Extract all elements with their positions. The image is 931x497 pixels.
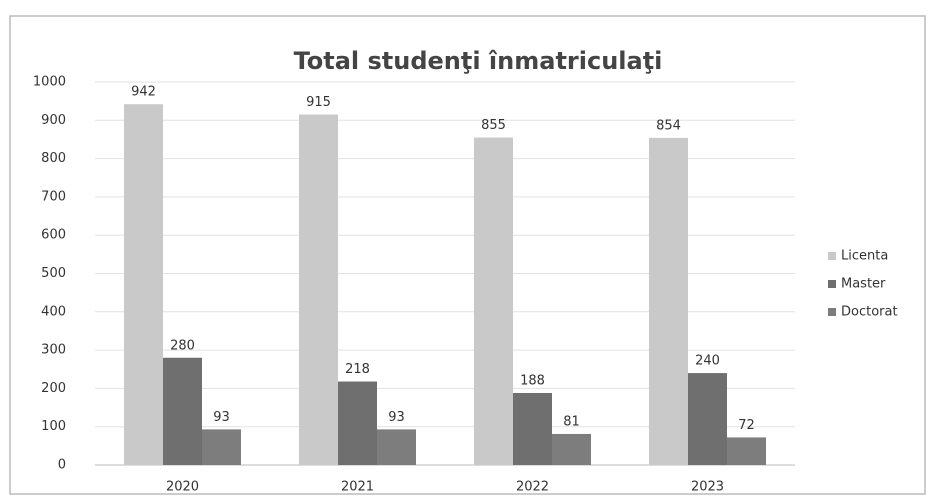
data-label: 93 (213, 410, 230, 425)
y-tick-label: 300 (41, 343, 66, 358)
y-tick-label: 800 (41, 151, 66, 166)
data-label: 81 (563, 414, 580, 429)
bar (474, 137, 513, 465)
legend-label: Licenta (841, 249, 888, 264)
data-label: 942 (131, 85, 156, 100)
y-tick-label: 0 (58, 458, 66, 473)
y-tick-label: 100 (41, 419, 66, 434)
bar (163, 357, 202, 465)
legend-label: Master (841, 277, 886, 292)
bar (124, 104, 163, 466)
bar (338, 381, 377, 465)
data-label: 915 (306, 95, 331, 110)
bar (552, 433, 591, 465)
chart-title: Total studenţi înmatriculaţi (294, 47, 663, 75)
data-label: 188 (520, 373, 545, 388)
x-tick-label: 2022 (516, 480, 549, 495)
x-tick-label: 2020 (166, 480, 199, 495)
bar (202, 429, 241, 465)
y-tick-label: 200 (41, 381, 66, 396)
data-label: 93 (388, 410, 405, 425)
legend-swatch (828, 280, 836, 288)
x-tick-label: 2023 (691, 480, 724, 495)
bar (513, 392, 552, 465)
bar (299, 114, 338, 466)
data-label: 240 (695, 354, 720, 369)
y-tick-label: 400 (41, 304, 66, 319)
data-label: 280 (170, 338, 195, 353)
legend-swatch (828, 252, 836, 260)
legend-label: Doctorat (841, 305, 898, 320)
data-label: 855 (481, 118, 506, 133)
y-tick-label: 700 (41, 189, 66, 204)
x-tick-label: 2021 (341, 480, 374, 495)
bar (688, 373, 727, 465)
data-label: 72 (738, 418, 755, 433)
data-label: 854 (656, 118, 681, 133)
bar (377, 429, 416, 465)
y-tick-label: 1000 (33, 75, 66, 90)
y-tick-label: 600 (41, 228, 66, 243)
y-tick-label: 900 (41, 113, 66, 128)
y-tick-label: 500 (41, 266, 66, 281)
legend-swatch (828, 308, 836, 316)
bar (649, 137, 688, 465)
data-label: 218 (345, 362, 370, 377)
bar (727, 437, 766, 465)
